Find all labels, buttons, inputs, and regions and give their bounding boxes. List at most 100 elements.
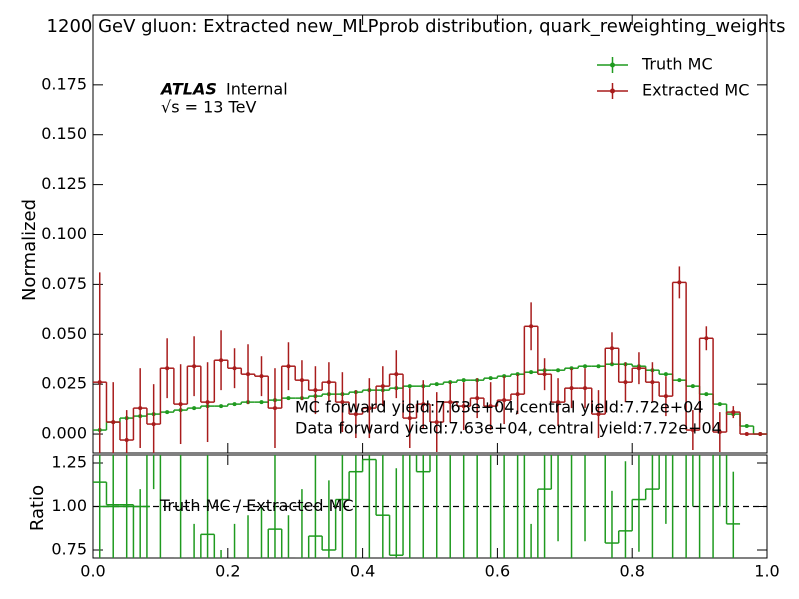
point bbox=[529, 370, 534, 375]
legend-label: Truth MC / Extracted MC bbox=[159, 496, 354, 515]
point bbox=[259, 374, 264, 379]
point bbox=[677, 280, 682, 285]
point bbox=[515, 392, 520, 397]
point bbox=[488, 404, 493, 409]
point bbox=[367, 406, 372, 411]
point bbox=[434, 382, 439, 387]
point bbox=[340, 400, 345, 405]
point bbox=[690, 384, 695, 389]
y-tick-label: 0.150 bbox=[41, 124, 87, 143]
point bbox=[407, 384, 412, 389]
point bbox=[556, 368, 561, 373]
point bbox=[178, 402, 183, 407]
point bbox=[569, 386, 574, 391]
y-tick-label: 1.25 bbox=[51, 453, 87, 472]
point bbox=[663, 394, 668, 399]
point bbox=[205, 400, 210, 405]
point bbox=[421, 402, 426, 407]
point bbox=[596, 412, 601, 417]
point bbox=[461, 404, 466, 409]
y-tick-label: 0.125 bbox=[41, 174, 87, 193]
y-tick-label: 0.050 bbox=[41, 324, 87, 343]
point bbox=[286, 364, 291, 369]
legend-label: Truth MC bbox=[641, 55, 713, 74]
legend-swatch bbox=[610, 62, 615, 68]
point bbox=[232, 402, 237, 407]
point bbox=[704, 392, 709, 397]
point bbox=[704, 336, 709, 341]
point bbox=[717, 402, 722, 407]
point bbox=[717, 430, 722, 435]
point bbox=[219, 404, 224, 409]
point bbox=[165, 366, 170, 371]
point bbox=[111, 420, 116, 425]
point bbox=[596, 364, 601, 369]
point bbox=[556, 400, 561, 405]
point bbox=[488, 376, 493, 381]
x-tick-label: 0.2 bbox=[215, 562, 240, 581]
point bbox=[138, 406, 143, 411]
x-tick-label: 0.6 bbox=[485, 562, 510, 581]
point bbox=[731, 410, 736, 415]
point bbox=[609, 346, 614, 351]
point bbox=[192, 406, 197, 411]
point bbox=[434, 420, 439, 425]
y-axis-label: Ratio bbox=[27, 485, 48, 531]
point bbox=[380, 384, 385, 389]
point bbox=[219, 358, 224, 363]
x-tick-label: 0.4 bbox=[350, 562, 375, 581]
point bbox=[744, 432, 749, 437]
point bbox=[326, 380, 331, 385]
point bbox=[394, 372, 399, 377]
x-tick-label: 0.8 bbox=[619, 562, 644, 581]
y-tick-label: 1.00 bbox=[51, 496, 87, 515]
point bbox=[529, 324, 534, 329]
point bbox=[650, 380, 655, 385]
point bbox=[677, 378, 682, 383]
energy-label: √s = 13 TeV bbox=[161, 98, 256, 117]
chart-title: 1200 GeV gluon: Extracted new_MLPprob di… bbox=[47, 16, 786, 37]
point bbox=[407, 416, 412, 421]
annotation: Data forward yield:7.63e+04, central yie… bbox=[295, 419, 722, 438]
x-tick-label: 0.0 bbox=[80, 562, 105, 581]
point bbox=[623, 380, 628, 385]
y-tick-label: 0.100 bbox=[41, 224, 87, 243]
point bbox=[502, 398, 507, 403]
point bbox=[232, 366, 237, 371]
point bbox=[461, 378, 466, 383]
point bbox=[744, 424, 749, 429]
x-tick-label: 1.0 bbox=[754, 562, 779, 581]
y-tick-label: 0.000 bbox=[41, 424, 87, 443]
point bbox=[97, 380, 102, 385]
point bbox=[165, 410, 170, 415]
point bbox=[583, 364, 588, 369]
point bbox=[286, 396, 291, 401]
annotation: MC forward yield:7.63e+04,central yield:… bbox=[295, 398, 704, 417]
y-tick-label: 0.75 bbox=[51, 539, 87, 558]
point bbox=[124, 438, 129, 443]
point bbox=[758, 432, 763, 437]
point bbox=[299, 378, 304, 383]
point bbox=[259, 400, 264, 405]
point bbox=[636, 366, 641, 371]
point bbox=[690, 428, 695, 433]
atlas-status: Internal bbox=[226, 80, 288, 99]
atlas-label: ATLAS bbox=[159, 80, 217, 99]
point bbox=[272, 406, 277, 411]
point bbox=[475, 396, 480, 401]
point bbox=[151, 422, 156, 427]
y-tick-label: 0.025 bbox=[41, 374, 87, 393]
y-tick-label: 0.075 bbox=[41, 274, 87, 293]
point bbox=[246, 372, 251, 377]
point bbox=[353, 412, 358, 417]
plot-area bbox=[93, 266, 767, 453]
legend-swatch bbox=[610, 88, 615, 94]
point bbox=[192, 364, 197, 369]
y-tick-label: 0.175 bbox=[41, 74, 87, 93]
point bbox=[542, 372, 547, 377]
plot-area bbox=[93, 455, 767, 558]
point bbox=[448, 400, 453, 405]
point bbox=[583, 386, 588, 391]
point bbox=[313, 388, 318, 393]
